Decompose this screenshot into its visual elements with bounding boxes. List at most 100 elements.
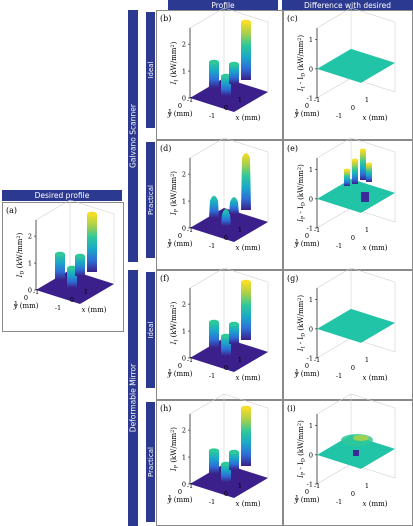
- row-tab-galvano-ideal: Ideal: [146, 12, 155, 128]
- x-tick-i: 0: [351, 490, 355, 498]
- pillar-a-2: [75, 253, 85, 276]
- panel-label-b: (b): [160, 14, 171, 23]
- y-axis-label-e: y (mm): [294, 240, 320, 248]
- z-axis-label-c: II - ID (kW/mm2): [297, 35, 307, 93]
- z-tick-b: 0: [182, 95, 186, 103]
- pillar-a-0: [55, 251, 65, 280]
- z-tick-d: 2: [182, 171, 186, 179]
- header-difference-label: Difference with desired: [303, 0, 391, 10]
- x-tick-i: 1: [365, 482, 369, 490]
- x-tick-a: -1: [55, 304, 61, 312]
- frame-f: [156, 270, 283, 400]
- row-tab-label: Practical: [146, 185, 155, 215]
- pillar-d-0: [209, 195, 219, 218]
- frame-h: [156, 400, 283, 526]
- z-tick-f: 1: [182, 328, 186, 336]
- difference-plane-e: [317, 178, 395, 213]
- z-axis-label-a: ID (kW/mm2): [16, 232, 26, 278]
- group-galvano-label: Galvano Scanner: [128, 104, 138, 168]
- x-tick-a: 1: [84, 288, 88, 296]
- x-tick-a: 0: [70, 296, 74, 304]
- x-axis-label-d: x (mm): [236, 244, 261, 252]
- y-tick-b: 1: [168, 108, 172, 116]
- panel-label-e: (e): [287, 144, 298, 153]
- z-tick-d: 0: [182, 225, 186, 233]
- group-deformable-mirror: Deformable Mirror: [128, 270, 138, 526]
- x-tick-d: -1: [209, 242, 215, 250]
- z-tick-a: 0: [28, 287, 32, 295]
- y-tick-e: 0: [305, 232, 309, 240]
- y-tick-c: 0: [305, 102, 309, 110]
- group-deformable-label: Deformable Mirror: [128, 363, 138, 433]
- z-tick-i: -1: [307, 481, 313, 489]
- plot-panel-a: (a) 0 1 2 ID (kW/mm2) 1 0 -1 -1 0 1 y (mm) x (mm): [2, 199, 122, 330]
- z-tick-a: 2: [28, 233, 32, 241]
- x-axis-label-i: x (mm): [363, 500, 388, 508]
- pillar-h-2: [229, 449, 239, 470]
- z-axis-label-g: II - ID (kW/mm2): [297, 295, 307, 353]
- pillar-f-2: [229, 321, 239, 344]
- row-tab-label: Ideal: [146, 321, 155, 339]
- y-tick-h: 1: [168, 494, 172, 502]
- pillar-f-0: [209, 319, 219, 348]
- x-tick-e: 1: [365, 226, 369, 234]
- frame-b: [156, 10, 283, 140]
- pillar-f-1: [221, 333, 231, 356]
- y-tick-i: 0: [305, 488, 309, 496]
- x-tick-h: 0: [224, 490, 228, 498]
- x-tick-g: -1: [336, 372, 342, 380]
- z-tick-f: 0: [182, 355, 186, 363]
- x-axis-label-f: x (mm): [236, 374, 261, 382]
- plot-panel-h: (h) 0 1 2 IP (kW/mm2) 1 0 -1 -1 0 1 y (mm) x (mm): [156, 393, 281, 524]
- x-axis-label-h: x (mm): [236, 500, 261, 508]
- pillar-d-1: [221, 209, 231, 226]
- difference-spike-e-0: [344, 170, 350, 186]
- x-tick-e: -1: [336, 242, 342, 250]
- z-tick-b: 2: [182, 41, 186, 49]
- x-tick-c: -1: [336, 112, 342, 120]
- z-tick-g: -1: [307, 355, 313, 363]
- plot-panel-g: (g) -1 0 1 II - ID (kW/mm2) 1 0 -1 -1 0 1 y (mm) x (…: [283, 267, 411, 398]
- plot-panel-e: (e) -1 0 1 IP - ID (kW/mm2) 1 0 -1 -1 0 1 y (mm) x (…: [283, 137, 411, 268]
- y-axis-label-h: y (mm): [167, 496, 193, 504]
- x-tick-e: 0: [351, 234, 355, 242]
- x-tick-b: 1: [238, 96, 242, 104]
- x-tick-f: 0: [224, 364, 228, 372]
- difference-spike-e-2: [360, 150, 366, 180]
- row-tab-label: Practical: [146, 447, 155, 477]
- x-tick-d: 0: [224, 234, 228, 242]
- y-tick-h: -1: [187, 482, 193, 490]
- plot-panel-c: (c) -1 0 1 II - ID (kW/mm2) 1 0 -1 -1 0 1 y (mm) x (…: [283, 7, 411, 138]
- z-tick-f: 2: [182, 301, 186, 309]
- y-axis-label-i: y (mm): [294, 496, 320, 504]
- y-axis-label-b: y (mm): [167, 110, 193, 118]
- y-tick-f: -1: [187, 356, 193, 364]
- pillar-b-3: [241, 19, 251, 80]
- x-tick-d: 1: [238, 226, 242, 234]
- row-tab-galvano-practical: Practical: [146, 142, 155, 258]
- x-tick-i: -1: [336, 498, 342, 506]
- frame-d: [156, 140, 283, 270]
- x-tick-b: -1: [209, 112, 215, 120]
- y-tick-b: -1: [187, 96, 193, 104]
- plot-panel-b: (b) 0 1 2 II (kW/mm2) 1 0 -1 -1 0 1 y (mm) x (mm): [156, 7, 281, 138]
- z-tick-i: 0: [309, 451, 313, 459]
- y-tick-d: -1: [187, 226, 193, 234]
- y-tick-c: -1: [314, 96, 320, 104]
- x-tick-c: 0: [351, 104, 355, 112]
- y-tick-d: 0: [178, 232, 182, 240]
- z-tick-a: 1: [28, 260, 32, 268]
- z-tick-c: -1: [307, 95, 313, 103]
- y-tick-f: 0: [178, 362, 182, 370]
- plot-panel-f: (f) 0 1 2 II (kW/mm2) 1 0 -1 -1 0 1 y (mm) x (mm): [156, 267, 281, 398]
- difference-spike-e-3: [366, 164, 372, 182]
- pillar-h-1: [221, 461, 231, 482]
- panel-label-i: (i): [287, 404, 296, 413]
- header-desired-label: Desired profile: [34, 191, 90, 200]
- y-tick-b: 0: [178, 102, 182, 110]
- panel-label-h: (h): [160, 404, 171, 413]
- y-tick-c: 1: [295, 108, 299, 116]
- pillar-b-0: [209, 59, 219, 88]
- panel-label-a: (a): [6, 206, 17, 215]
- x-axis-label-b: x (mm): [236, 114, 261, 122]
